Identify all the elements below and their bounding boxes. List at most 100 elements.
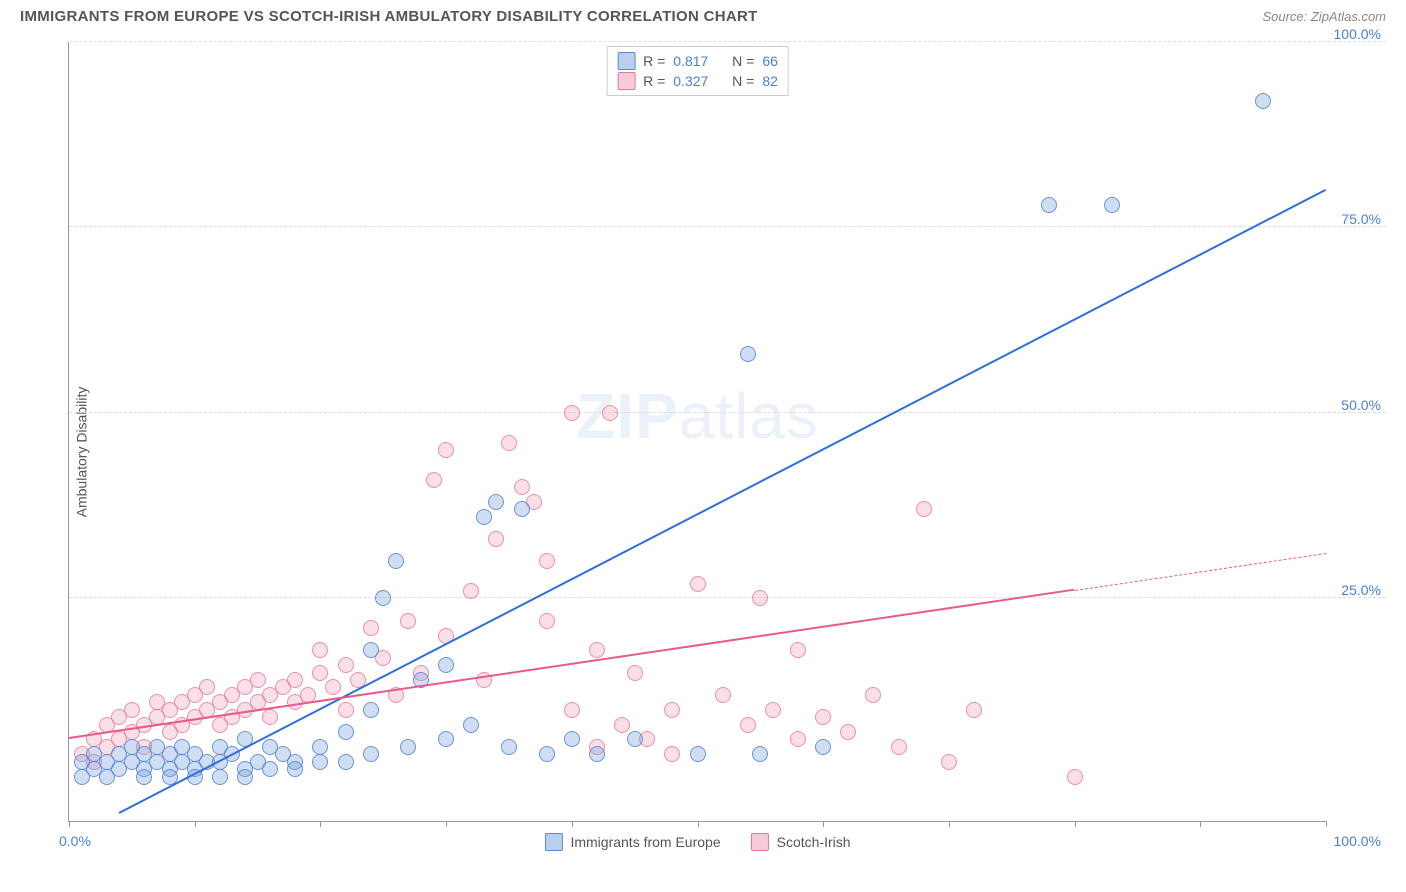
scatter-point xyxy=(664,702,680,718)
x-tick xyxy=(698,821,699,827)
x-tick xyxy=(1326,821,1327,827)
series-legend-label: Immigrants from Europe xyxy=(570,834,720,850)
scatter-point xyxy=(375,590,391,606)
scatter-point xyxy=(916,501,932,517)
scatter-point xyxy=(363,746,379,762)
scatter-point xyxy=(589,746,605,762)
scatter-point xyxy=(501,435,517,451)
x-tick xyxy=(320,821,321,827)
scatter-point xyxy=(363,702,379,718)
chart-header: IMMIGRANTS FROM EUROPE VS SCOTCH-IRISH A… xyxy=(0,0,1406,29)
scatter-point xyxy=(664,746,680,762)
chart-title: IMMIGRANTS FROM EUROPE VS SCOTCH-IRISH A… xyxy=(20,8,758,25)
scatter-point xyxy=(488,531,504,547)
gridline-h xyxy=(69,597,1386,598)
scatter-point xyxy=(752,746,768,762)
scatter-point xyxy=(212,769,228,785)
scatter-point xyxy=(539,613,555,629)
scatter-point xyxy=(840,724,856,740)
gridline-h xyxy=(69,412,1386,413)
scatter-point xyxy=(690,746,706,762)
chart-container: Ambulatory Disability ZIPatlas 25.0%50.0… xyxy=(48,42,1386,862)
scatter-point xyxy=(715,687,731,703)
scatter-point xyxy=(400,613,416,629)
gridline-h xyxy=(69,226,1386,227)
scatter-point xyxy=(287,672,303,688)
correlation-legend: R = 0.817 N = 66R = 0.327 N = 82 xyxy=(606,46,789,96)
scatter-point xyxy=(564,702,580,718)
legend-n-label: N = xyxy=(732,53,754,69)
x-axis-min-label: 0.0% xyxy=(59,833,91,849)
legend-swatch xyxy=(751,833,769,851)
scatter-point xyxy=(865,687,881,703)
legend-swatch xyxy=(617,52,635,70)
x-tick xyxy=(572,821,573,827)
scatter-point xyxy=(614,717,630,733)
scatter-point xyxy=(740,346,756,362)
x-tick xyxy=(1075,821,1076,827)
scatter-point xyxy=(338,657,354,673)
scatter-point xyxy=(514,479,530,495)
scatter-point xyxy=(136,769,152,785)
series-legend-item: Immigrants from Europe xyxy=(544,833,720,851)
scatter-point xyxy=(363,642,379,658)
scatter-point xyxy=(790,642,806,658)
scatter-point xyxy=(514,501,530,517)
scatter-point xyxy=(199,679,215,695)
series-legend: Immigrants from Europe Scotch-Irish xyxy=(544,833,850,851)
scatter-point xyxy=(363,620,379,636)
x-tick xyxy=(949,821,950,827)
scatter-point xyxy=(740,717,756,733)
x-tick xyxy=(1200,821,1201,827)
legend-swatch xyxy=(617,72,635,90)
scatter-point xyxy=(815,709,831,725)
scatter-point xyxy=(124,702,140,718)
legend-n-label: N = xyxy=(732,73,754,89)
y-tick-label: 50.0% xyxy=(1341,397,1381,413)
scatter-point xyxy=(1104,197,1120,213)
series-legend-label: Scotch-Irish xyxy=(777,834,851,850)
scatter-point xyxy=(564,731,580,747)
scatter-point xyxy=(501,739,517,755)
scatter-point xyxy=(539,746,555,762)
scatter-point xyxy=(338,754,354,770)
legend-n-value: 66 xyxy=(762,53,778,69)
scatter-point xyxy=(438,657,454,673)
trend-line xyxy=(119,189,1327,814)
scatter-point xyxy=(966,702,982,718)
scatter-point xyxy=(1255,93,1271,109)
legend-n-value: 82 xyxy=(762,73,778,89)
scatter-point xyxy=(262,709,278,725)
legend-row: R = 0.327 N = 82 xyxy=(617,71,778,91)
scatter-point xyxy=(338,702,354,718)
x-tick xyxy=(446,821,447,827)
scatter-point xyxy=(325,679,341,695)
scatter-point xyxy=(627,665,643,681)
plot-area: ZIPatlas 25.0%50.0%75.0%100.0%0.0%100.0%… xyxy=(68,42,1326,822)
gridline-h xyxy=(69,41,1386,42)
legend-swatch xyxy=(544,833,562,851)
legend-row: R = 0.817 N = 66 xyxy=(617,51,778,71)
scatter-point xyxy=(262,761,278,777)
scatter-point xyxy=(463,583,479,599)
scatter-point xyxy=(476,509,492,525)
x-tick xyxy=(823,821,824,827)
legend-r-label: R = xyxy=(643,73,665,89)
scatter-point xyxy=(338,724,354,740)
y-tick-label: 75.0% xyxy=(1341,211,1381,227)
scatter-point xyxy=(765,702,781,718)
x-tick xyxy=(69,821,70,827)
scatter-point xyxy=(287,761,303,777)
scatter-point xyxy=(312,754,328,770)
source-label: Source: ZipAtlas.com xyxy=(1262,9,1386,24)
scatter-point xyxy=(438,731,454,747)
scatter-point xyxy=(790,731,806,747)
scatter-point xyxy=(627,731,643,747)
scatter-point xyxy=(426,472,442,488)
scatter-point xyxy=(690,576,706,592)
scatter-point xyxy=(312,665,328,681)
scatter-point xyxy=(602,405,618,421)
scatter-point xyxy=(312,642,328,658)
scatter-point xyxy=(388,553,404,569)
y-tick-label: 25.0% xyxy=(1341,582,1381,598)
